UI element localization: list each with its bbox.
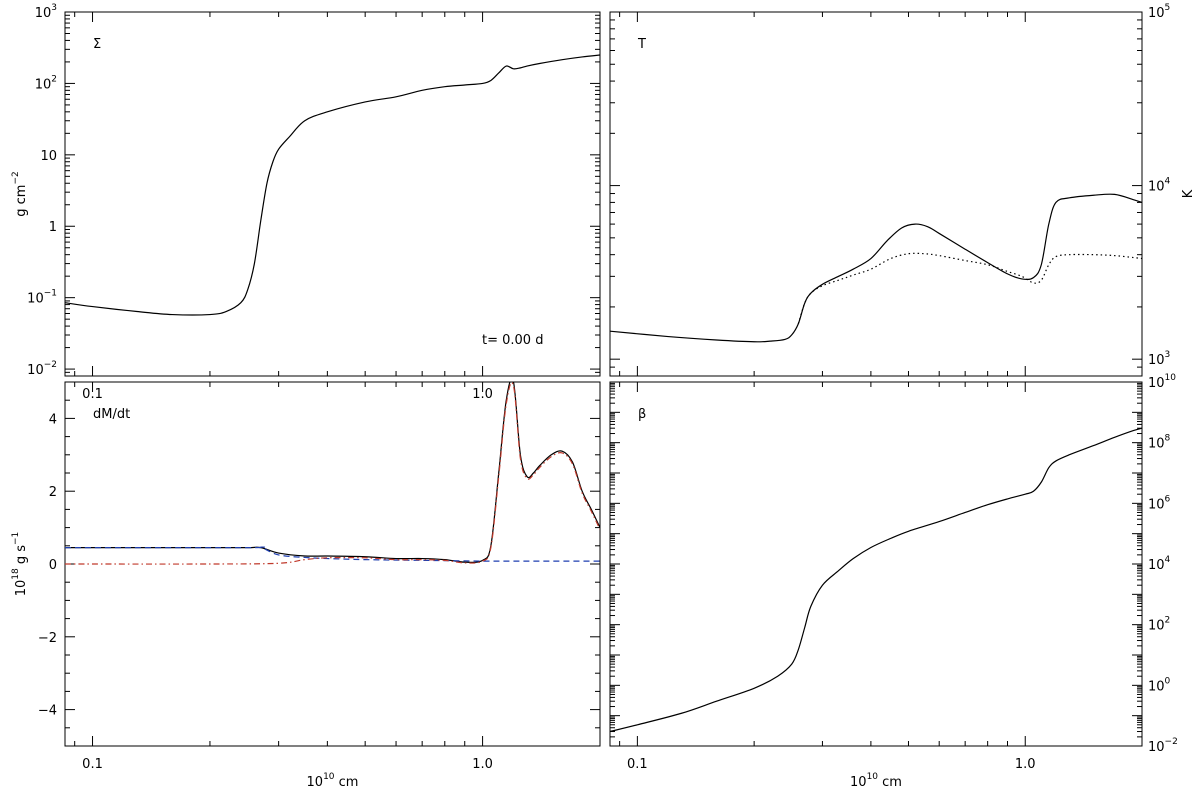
panel-top-left: 0.1 1.0 10−2 10−1 1 10 102 103 g cm−2 Σt= 0.00 d — [11, 3, 601, 402]
x-tick-label: 1.0 — [472, 757, 493, 772]
series-line-solid — [610, 427, 1142, 733]
panel-label: dM/dt — [93, 407, 130, 422]
y-tick-label: 10−1 — [27, 289, 57, 307]
panel-bottom-right: 0.1 1.0 10−2 100 102 104 106 108 1010 1010 cm β — [609, 373, 1178, 790]
y-tick-label: 4 — [49, 412, 57, 427]
y-axis-title: 1018 g s−1 — [11, 532, 29, 597]
y-tick-label: 102 — [1148, 616, 1170, 634]
y-tick-label: −2 — [38, 631, 57, 646]
y-tick-label: 106 — [1148, 494, 1171, 512]
y-tick-label: 10−2 — [1148, 737, 1178, 755]
y-tick-label: 104 — [1148, 177, 1171, 195]
y-axis-title: K — [1181, 189, 1196, 198]
plot-frame — [609, 11, 1143, 377]
y-tick-label: 102 — [35, 74, 57, 92]
y-tick-label: 103 — [1148, 350, 1170, 368]
x-tick-label: 0.1 — [82, 757, 103, 772]
y-tick-label: 1 — [49, 220, 57, 235]
series-line-dashed — [65, 546, 600, 562]
x-axis-title: 1010 cm — [307, 772, 359, 790]
series-line-dotted — [797, 252, 1142, 324]
plot-frame — [64, 381, 601, 747]
y-tick-label: 10−2 — [27, 360, 57, 378]
panel-label: Σ — [93, 37, 101, 52]
plot-frame — [609, 381, 1143, 747]
series-line-solid — [65, 54, 600, 316]
x-axis-title: 1010 cm — [850, 772, 902, 790]
x-tick-label: 1.0 — [1015, 757, 1036, 772]
panel-bottom-left: 0.1 1.0 −4 −2 0 2 4 1018 g s−1 1010 cm dM/dt — [11, 381, 601, 790]
y-tick-label: 104 — [1148, 555, 1171, 573]
y-tick-label: 2 — [49, 485, 57, 500]
x-tick-label: 0.1 — [82, 387, 103, 402]
y-tick-label: 100 — [1148, 676, 1171, 694]
y-tick-label: 10 — [40, 149, 57, 164]
y-tick-label: 1010 — [1148, 373, 1176, 391]
x-tick-label: 1.0 — [472, 387, 493, 402]
y-tick-label: 108 — [1148, 434, 1171, 452]
y-axis-title: g cm−2 — [11, 171, 29, 216]
y-tick-label: −4 — [38, 704, 57, 719]
plot-frame — [64, 11, 601, 377]
panel-top-right: 103 104 105 K T — [609, 3, 1196, 377]
x-tick-label: 0.1 — [627, 757, 648, 772]
y-tick-label: 103 — [35, 3, 57, 21]
series-line-solid — [65, 382, 600, 563]
y-tick-label: 105 — [1148, 3, 1170, 21]
series-line-dashdot — [65, 382, 600, 565]
time-annotation: t= 0.00 d — [482, 333, 543, 348]
panel-label: T — [637, 37, 646, 52]
y-tick-label: 0 — [49, 558, 57, 573]
series-line-solid — [610, 193, 1142, 343]
panel-label: β — [638, 407, 646, 422]
